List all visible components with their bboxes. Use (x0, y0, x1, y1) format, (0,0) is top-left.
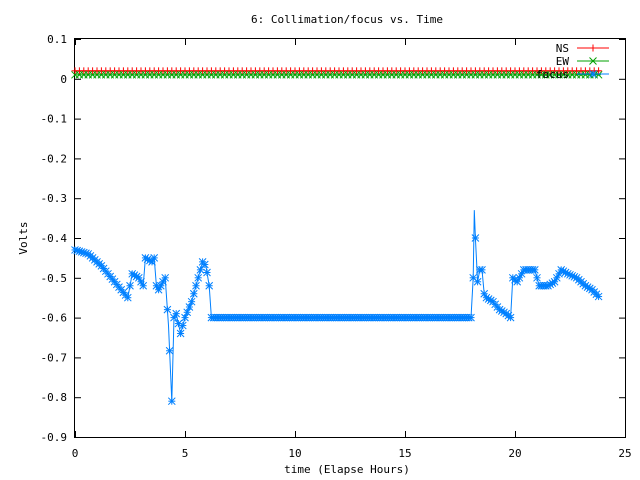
star-marker (126, 281, 134, 290)
y-tick-label: 0.1 (47, 33, 67, 46)
star-marker (194, 273, 203, 282)
star-marker (192, 281, 200, 290)
focus-line (74, 210, 601, 402)
star-marker (141, 254, 150, 262)
star-marker (163, 305, 172, 314)
y-axis-label: Volts (17, 221, 30, 254)
series-focus (71, 210, 603, 406)
star-marker (165, 346, 174, 355)
x-axis-label: time (Elapse Hours) (284, 463, 410, 476)
star-marker (139, 281, 148, 290)
star-marker (203, 268, 211, 277)
y-tick-label: -0.9 (41, 431, 68, 444)
series-layer (71, 67, 603, 406)
y-tick-label: -0.1 (41, 113, 68, 126)
star-marker (589, 70, 597, 78)
star-marker (594, 292, 603, 301)
star-marker (176, 329, 185, 338)
star-marker (473, 277, 482, 286)
x-tick-label: 25 (618, 447, 631, 460)
x-tick-label: 5 (182, 447, 189, 460)
chart-title: 6: Collimation/focus vs. Time (251, 13, 443, 26)
star-marker (167, 397, 176, 406)
star-marker (205, 281, 214, 290)
x-tick-label: 20 (508, 447, 521, 460)
star-marker (172, 309, 181, 318)
y-tick-label: 0 (60, 73, 67, 86)
star-marker (467, 313, 475, 322)
star-marker (123, 293, 132, 302)
y-tick-label: -0.7 (41, 351, 68, 364)
y-tick-label: -0.6 (41, 312, 68, 325)
x-tick-label: 15 (398, 447, 411, 460)
star-marker (150, 254, 159, 262)
star-marker (478, 265, 486, 274)
star-marker (533, 273, 541, 282)
star-marker (187, 297, 196, 306)
y-tick-label: -0.4 (41, 232, 68, 245)
star-marker (161, 273, 170, 282)
star-marker (471, 234, 480, 242)
legend-label-focus: focus (536, 68, 569, 81)
star-marker (530, 265, 539, 274)
y-tick-label: -0.8 (41, 391, 68, 404)
x-tick-label: 0 (72, 447, 79, 460)
y-tick-label: -0.3 (41, 192, 68, 205)
legend-label-EW: EW (556, 55, 570, 68)
star-marker (506, 313, 515, 322)
x-tick-label: 10 (288, 447, 301, 460)
star-marker (189, 289, 198, 298)
star-marker (200, 260, 209, 269)
plus-marker (589, 44, 597, 52)
y-tick-label: -0.5 (41, 272, 68, 285)
legend-label-NS: NS (556, 42, 569, 55)
series-EW (71, 70, 603, 79)
star-marker (178, 321, 187, 330)
cross-marker (589, 57, 597, 65)
star-marker (196, 265, 205, 274)
y-tick-label: -0.2 (41, 152, 68, 165)
plot-frame (74, 38, 626, 438)
series-NS (71, 67, 603, 75)
axis-ticks: 0 5 10 15 20 25 0.1 0 -0.1 -0.2 -0.3 -0.4 -0.5 -0.6 -0… (41, 33, 632, 460)
